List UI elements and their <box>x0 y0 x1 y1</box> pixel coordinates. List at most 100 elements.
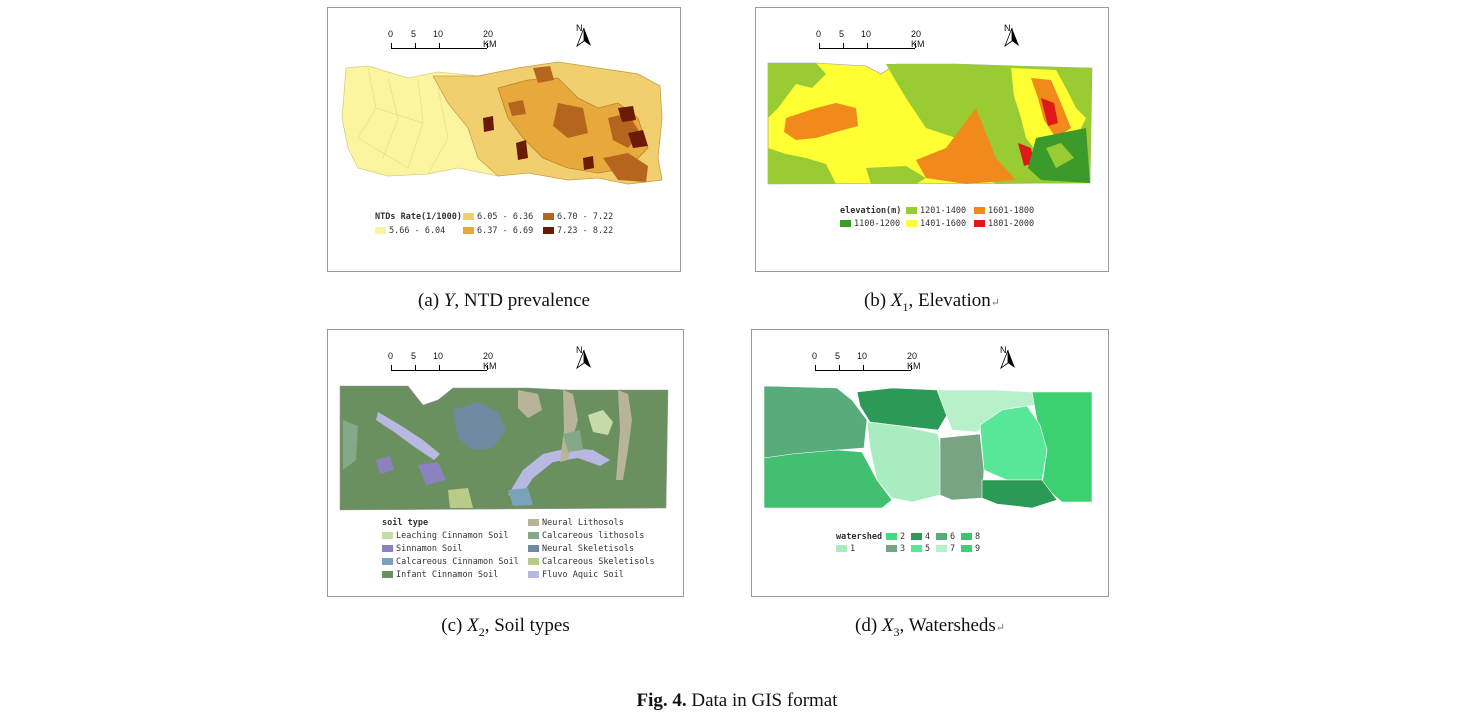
map-panel-d: 0 5 10 20 KM N watershed 2 4 6 8 1 3 5 7… <box>751 329 1109 597</box>
scale-tick-label: 0 <box>388 29 394 39</box>
legend-item: 5 <box>911 544 930 554</box>
legend-item: 9 <box>961 544 980 554</box>
legend-swatch <box>528 558 539 565</box>
legend-swatch <box>906 220 917 227</box>
legend-swatch <box>543 213 554 220</box>
legend-item: 1601-1800 <box>974 206 1034 216</box>
legend-swatch <box>382 571 393 578</box>
legend-item: Calcareous Skeletisols <box>528 557 655 567</box>
scale-tick-label: 5 <box>411 351 417 361</box>
legend-item: 7 <box>936 544 955 554</box>
scale-tick-label: 20 KM <box>483 351 497 371</box>
legend-item: 5.66 - 6.04 <box>375 226 445 236</box>
scale-tick-label: 20 KM <box>483 29 497 49</box>
watershed-map <box>763 385 1093 509</box>
legend-swatch <box>836 545 847 552</box>
legend-item: 6 <box>936 532 955 542</box>
legend: watershed 2 4 6 8 1 3 5 7 9 <box>836 532 1036 562</box>
elevation-map <box>767 62 1093 185</box>
legend-item: 6.70 - 7.22 <box>543 212 613 222</box>
north-label: N <box>1004 23 1011 33</box>
north-label: N <box>576 345 583 355</box>
legend-item: Fluvo Aquic Soil <box>528 570 624 580</box>
legend-title: NTDs Rate(1/1000) <box>375 212 462 222</box>
scale-tick-label: 10 <box>857 351 868 361</box>
legend-item: 2 <box>886 532 905 542</box>
legend-title: elevation(m) <box>840 206 902 216</box>
scale-tick-label: 20 KM <box>911 29 925 49</box>
legend-title: watershed <box>836 532 883 542</box>
caption-c: (c) X2, Soil types <box>441 615 570 639</box>
legend-swatch <box>528 545 539 552</box>
legend-swatch <box>528 571 539 578</box>
figure-text: Data in GIS format <box>686 690 838 711</box>
legend-swatch <box>911 545 922 552</box>
return-mark: ↵ <box>990 297 1001 309</box>
legend-title: soil type <box>382 518 429 528</box>
legend-item: 7.23 - 8.22 <box>543 226 613 236</box>
legend-swatch <box>961 533 972 540</box>
legend: elevation(m) 1201-1400 1601-1800 1100-12… <box>840 206 1100 236</box>
legend-item: 1 <box>836 544 855 554</box>
legend-item: Neural Lithosols <box>528 518 624 528</box>
legend-swatch <box>382 558 393 565</box>
legend-swatch <box>528 519 539 526</box>
legend-item: 1100-1200 <box>840 219 900 229</box>
scale-tick-label: 20 KM <box>907 351 921 371</box>
legend-item: Calcareous Cinnamon Soil <box>382 557 519 567</box>
legend: NTDs Rate(1/1000) 6.05 - 6.36 6.70 - 7.2… <box>375 212 675 242</box>
return-mark: ↵ <box>995 622 1005 634</box>
legend-item: 1201-1400 <box>906 206 966 216</box>
scale-tick-label: 5 <box>411 29 417 39</box>
legend-item: Leaching Cinnamon Soil <box>382 531 509 541</box>
legend-item: 3 <box>886 544 905 554</box>
scale-tick-label: 5 <box>835 351 841 361</box>
legend-item: Sinnamon Soil <box>382 544 463 554</box>
scale-tick-label: 10 <box>433 29 444 39</box>
north-label: N <box>1000 345 1007 355</box>
legend-swatch <box>936 533 947 540</box>
caption-d: (d) X3, Watersheds↵ <box>855 615 1005 639</box>
legend-swatch <box>382 545 393 552</box>
legend-item: Calcareous lithosols <box>528 531 644 541</box>
legend: soil type Neural Lithosols Leaching Cinn… <box>382 518 682 590</box>
legend-swatch <box>961 545 972 552</box>
caption-a: (a) Y, NTD prevalence <box>418 290 590 311</box>
legend-swatch <box>528 532 539 539</box>
legend-swatch <box>463 227 474 234</box>
legend-item: Infant Cinnamon Soil <box>382 570 498 580</box>
legend-swatch <box>375 227 386 234</box>
scale-tick-label: 0 <box>388 351 394 361</box>
map-panel-b: 0 5 10 20 KM N elevation(m) 1201-1400 16… <box>755 7 1109 272</box>
scale-tick-label: 0 <box>812 351 818 361</box>
map-panel-c: 0 5 10 20 KM N soil type Neural Lithosol… <box>327 329 684 597</box>
map-panel-a: 0 5 10 20 KM N NTDs Rate(1/1000) 6.05 - … <box>327 7 681 272</box>
legend-swatch <box>911 533 922 540</box>
legend-item: 1401-1600 <box>906 219 966 229</box>
legend-swatch <box>543 227 554 234</box>
legend-swatch <box>886 545 897 552</box>
figure-label: Fig. 4. <box>636 690 687 711</box>
legend-item: 6.37 - 6.69 <box>463 226 533 236</box>
legend-swatch <box>936 545 947 552</box>
legend-swatch <box>974 207 985 214</box>
legend-swatch <box>840 220 851 227</box>
legend-swatch <box>906 207 917 214</box>
legend-swatch <box>382 532 393 539</box>
caption-b: (b) X1, Elevation↵ <box>863 290 1001 314</box>
north-label: N <box>576 23 583 33</box>
legend-item: 1801-2000 <box>974 219 1034 229</box>
legend-swatch <box>974 220 985 227</box>
scale-tick-label: 0 <box>816 29 822 39</box>
legend-item: Neural Skeletisols <box>528 544 634 554</box>
figure-caption: Fig. 4. Data in GIS format <box>0 690 1474 712</box>
scale-tick-label: 10 <box>433 351 444 361</box>
legend-swatch <box>886 533 897 540</box>
ntd-prevalence-map <box>341 61 663 185</box>
legend-item: 8 <box>961 532 980 542</box>
scale-tick-label: 5 <box>839 29 845 39</box>
legend-item: 6.05 - 6.36 <box>463 212 533 222</box>
legend-swatch <box>463 213 474 220</box>
scale-tick-label: 10 <box>861 29 872 39</box>
legend-item: 4 <box>911 532 930 542</box>
